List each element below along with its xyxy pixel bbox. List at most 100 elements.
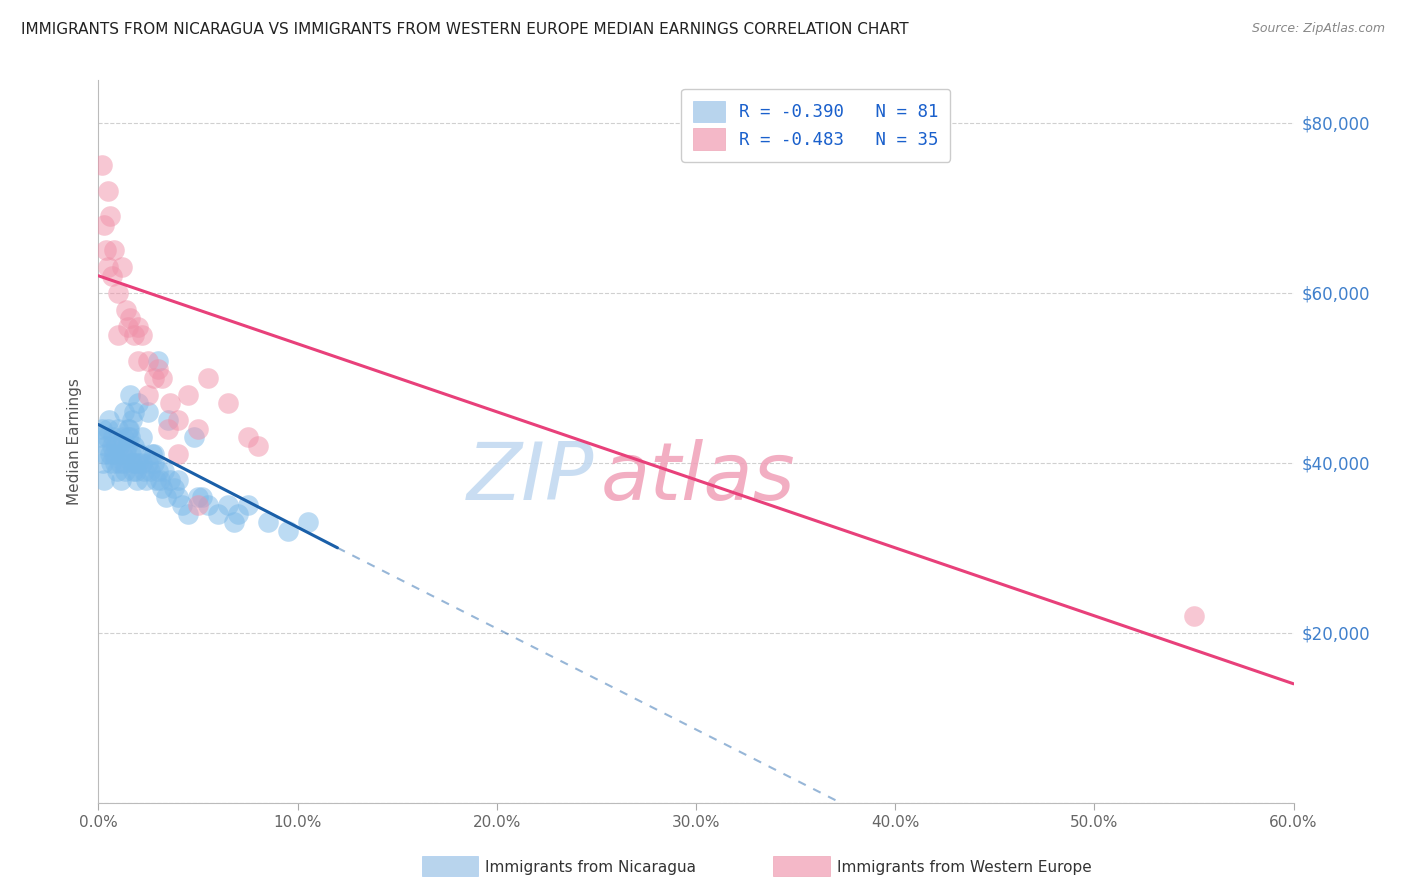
Point [167,413,190,427]
Point [112,430,135,444]
Point [107,328,129,343]
Point [98,447,122,461]
Text: atlas: atlas [600,439,796,516]
Point [246,439,269,453]
Point [155,490,177,504]
Point [131,456,153,470]
Point [297,516,319,530]
Point [112,456,135,470]
Point [148,464,170,478]
Point [187,498,209,512]
Point [118,422,141,436]
Point [120,311,142,326]
Point [150,481,173,495]
Point [136,456,159,470]
Point [127,396,149,410]
Point [124,328,146,343]
Point [105,464,128,478]
Point [117,422,139,436]
Point [191,490,214,504]
Point [120,447,142,461]
Point [105,439,128,453]
Point [122,464,145,478]
Point [277,524,299,538]
Point [103,430,125,444]
Point [145,473,167,487]
Point [117,439,139,453]
Point [98,413,121,427]
Point [100,456,122,470]
Point [143,371,166,385]
Point [107,422,129,436]
Point [167,490,190,504]
Point [107,285,129,300]
Point [93,473,115,487]
Point [108,439,131,453]
Point [131,328,153,343]
Point [115,447,138,461]
Text: ZIP: ZIP [467,439,595,516]
Point [120,388,142,402]
Point [167,473,190,487]
Point [177,507,200,521]
Point [217,396,239,410]
Point [117,430,139,444]
Point [167,447,190,461]
Point [98,209,122,223]
Text: Immigrants from Nicaragua: Immigrants from Nicaragua [485,860,696,874]
Point [91,422,114,436]
Point [129,447,152,461]
Point [236,498,259,512]
Point [153,464,176,478]
Point [172,498,194,512]
Point [217,498,239,512]
Y-axis label: Median Earnings: Median Earnings [67,378,83,505]
Point [96,430,118,444]
Point [111,447,134,461]
Point [112,405,135,419]
Text: Immigrants from Western Europe: Immigrants from Western Europe [837,860,1091,874]
Point [110,456,132,470]
Point [97,260,120,275]
Point [143,447,166,461]
Point [139,464,162,478]
Text: IMMIGRANTS FROM NICARAGUA VS IMMIGRANTS FROM WESTERN EUROPE MEDIAN EARNINGS CORR: IMMIGRANTS FROM NICARAGUA VS IMMIGRANTS … [21,22,908,37]
Point [101,268,124,283]
Point [94,447,117,461]
Point [127,456,149,470]
Point [157,413,180,427]
Legend: R = -0.390   N = 81, R = -0.483   N = 35: R = -0.390 N = 81, R = -0.483 N = 35 [682,89,950,161]
Point [93,218,115,232]
Point [103,447,125,461]
Point [114,464,136,478]
Point [163,481,186,495]
Point [149,473,172,487]
Point [111,260,134,275]
Point [207,507,229,521]
Point [222,516,245,530]
Point [143,456,166,470]
Point [104,456,127,470]
Point [110,473,132,487]
Point [135,473,157,487]
Point [125,464,148,478]
Point [197,371,219,385]
Point [157,422,180,436]
Point [117,319,139,334]
Point [101,439,124,453]
Point [159,473,181,487]
Point [131,430,153,444]
Point [136,388,159,402]
Point [127,319,149,334]
Point [90,430,112,444]
Point [148,362,170,376]
Point [97,184,120,198]
Point [127,353,149,368]
Point [136,353,159,368]
Point [177,388,200,402]
Point [159,396,181,410]
Point [97,422,120,436]
Point [1182,608,1205,623]
Point [183,430,205,444]
Point [256,516,278,530]
